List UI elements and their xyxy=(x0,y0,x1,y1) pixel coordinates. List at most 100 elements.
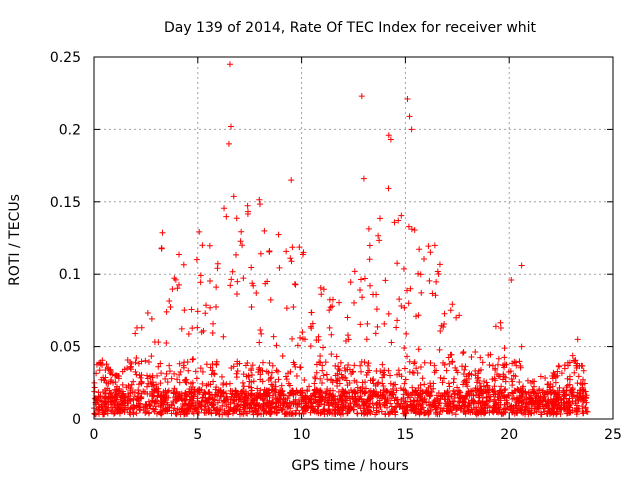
data-point xyxy=(413,313,420,320)
data-point xyxy=(111,372,118,379)
data-point xyxy=(243,373,250,380)
data-point xyxy=(367,282,374,289)
data-point-outlier xyxy=(518,343,525,350)
data-point xyxy=(135,387,142,394)
data-point xyxy=(157,380,164,387)
data-point xyxy=(146,373,153,380)
data-point xyxy=(445,354,452,361)
data-point xyxy=(460,348,467,355)
y-tick-label: 0 xyxy=(72,412,81,428)
data-point xyxy=(239,394,246,401)
data-point xyxy=(228,276,235,283)
data-point xyxy=(507,403,514,410)
data-point xyxy=(486,362,493,369)
data-point xyxy=(522,403,529,410)
data-point xyxy=(577,380,584,387)
data-point xyxy=(97,360,104,367)
data-point xyxy=(336,375,343,382)
data-point xyxy=(259,359,266,366)
data-point xyxy=(363,336,370,343)
data-point xyxy=(244,202,251,209)
data-point xyxy=(266,360,273,367)
data-point xyxy=(377,215,384,222)
data-point xyxy=(94,407,101,414)
data-point xyxy=(374,323,381,330)
data-point xyxy=(357,362,364,369)
data-point xyxy=(563,398,570,405)
data-point xyxy=(570,393,577,400)
data-point xyxy=(437,328,444,335)
data-point xyxy=(171,370,178,377)
data-point xyxy=(112,399,119,406)
data-point xyxy=(369,400,376,407)
data-point xyxy=(370,291,377,298)
data-point xyxy=(415,346,422,353)
data-point xyxy=(193,256,200,263)
data-point xyxy=(497,319,504,326)
data-point xyxy=(185,405,192,412)
data-point xyxy=(210,405,217,412)
data-point xyxy=(461,395,468,402)
data-point xyxy=(428,404,435,411)
data-point xyxy=(454,390,461,397)
data-point xyxy=(207,364,214,371)
data-point xyxy=(102,394,109,401)
data-point xyxy=(415,270,422,277)
data-point xyxy=(373,407,380,414)
data-point xyxy=(457,407,464,414)
data-point xyxy=(203,361,210,368)
data-point xyxy=(516,378,523,385)
data-point xyxy=(230,193,237,200)
y-axis-label: ROTI / TECUs xyxy=(7,194,23,286)
data-point xyxy=(96,367,103,374)
data-point xyxy=(214,260,221,267)
data-point xyxy=(315,333,322,340)
data-point xyxy=(401,304,408,311)
data-point xyxy=(138,372,145,379)
data-point xyxy=(124,406,131,413)
data-point xyxy=(405,300,412,307)
data-point xyxy=(107,407,114,414)
data-point xyxy=(218,373,225,380)
data-point xyxy=(166,368,173,375)
data-point xyxy=(142,403,149,410)
data-point xyxy=(249,280,256,287)
data-point xyxy=(240,275,247,282)
data-point xyxy=(159,229,166,236)
data-point xyxy=(383,404,390,411)
data-point xyxy=(95,394,102,401)
data-point xyxy=(417,406,424,413)
data-point xyxy=(361,275,368,282)
data-point xyxy=(268,369,275,376)
data-point xyxy=(239,242,246,249)
data-point xyxy=(348,387,355,394)
data-point xyxy=(320,286,327,293)
data-point xyxy=(370,380,377,387)
data-point xyxy=(341,389,348,396)
data-point xyxy=(565,404,572,411)
data-point xyxy=(431,362,438,369)
data-point xyxy=(432,406,439,413)
data-point xyxy=(260,396,267,403)
data-point xyxy=(452,411,459,418)
y-tick-labels: 0 0.05 0.1 0.15 0.2 0.25 xyxy=(50,50,81,428)
data-point xyxy=(566,395,573,402)
data-point xyxy=(545,381,552,388)
data-point xyxy=(186,401,193,408)
data-point xyxy=(154,388,161,395)
data-point xyxy=(401,387,408,394)
data-point xyxy=(213,284,220,291)
data-point xyxy=(479,359,486,366)
data-point xyxy=(163,399,170,406)
data-point xyxy=(253,289,260,296)
data-point xyxy=(326,390,333,397)
data-point xyxy=(427,380,434,387)
data-point xyxy=(234,290,241,297)
data-point xyxy=(477,383,484,390)
data-point xyxy=(176,379,183,386)
data-point xyxy=(359,384,366,391)
data-point xyxy=(175,251,182,258)
data-point xyxy=(255,410,262,417)
data-point xyxy=(326,394,333,401)
data-point xyxy=(266,404,273,411)
